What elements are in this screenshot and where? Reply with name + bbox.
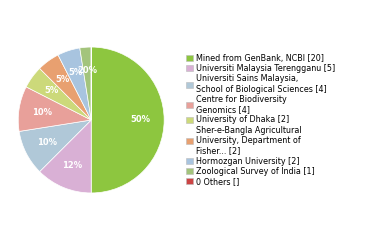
- Wedge shape: [19, 120, 91, 172]
- Text: 10%: 10%: [32, 108, 52, 117]
- Wedge shape: [80, 47, 91, 120]
- Legend: Mined from GenBank, NCBI [20], Universiti Malaysia Terengganu [5], Universiti Sa: Mined from GenBank, NCBI [20], Universit…: [187, 54, 335, 186]
- Wedge shape: [26, 68, 91, 120]
- Text: 50%: 50%: [131, 115, 151, 125]
- Wedge shape: [40, 120, 91, 193]
- Wedge shape: [58, 48, 91, 120]
- Text: 20%: 20%: [77, 66, 97, 75]
- Text: 5%: 5%: [69, 68, 83, 77]
- Text: 5%: 5%: [55, 75, 69, 84]
- Text: 10%: 10%: [37, 138, 57, 147]
- Text: 12%: 12%: [62, 161, 82, 170]
- Wedge shape: [91, 47, 164, 193]
- Wedge shape: [40, 55, 91, 120]
- Wedge shape: [18, 87, 91, 132]
- Text: 5%: 5%: [44, 86, 58, 95]
